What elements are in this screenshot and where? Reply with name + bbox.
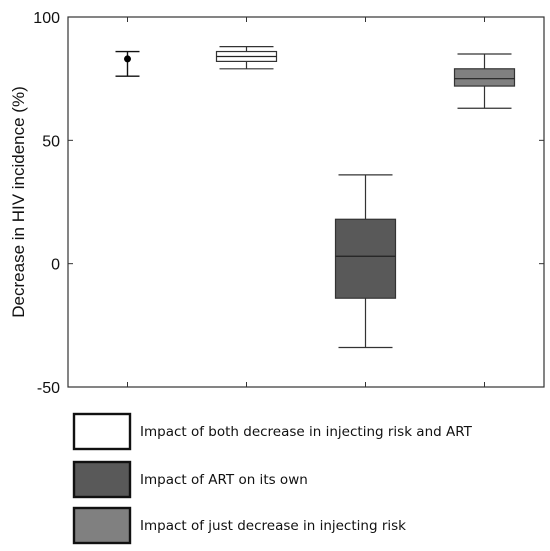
- errorbar-point: [124, 55, 131, 63]
- legend-swatch: [72, 460, 132, 499]
- legend-label: Impact of just decrease in injecting ris…: [140, 518, 406, 534]
- box-iqr: [453, 68, 516, 87]
- y-tick-label: -50: [37, 380, 60, 397]
- x-axis: [127, 17, 485, 387]
- series-3: [334, 174, 397, 349]
- series-1: [115, 50, 140, 77]
- legend-swatch: [72, 412, 132, 451]
- y-tick-label: 50: [42, 133, 60, 150]
- legend-label: Impact of ART on its own: [140, 472, 308, 488]
- y-axis-label: Decrease in HIV incidence (%): [9, 86, 28, 317]
- legend-entry-3: Impact of just decrease in injecting ris…: [72, 506, 406, 545]
- plot-frame: [67, 16, 545, 388]
- legend-entry-2: Impact of ART on its own: [72, 460, 308, 499]
- legend: Impact of both decrease in injecting ris…: [72, 412, 473, 545]
- plot-marks: [115, 45, 516, 349]
- legend-entry-1: Impact of both decrease in injecting ris…: [72, 412, 473, 451]
- y-tick-label: 100: [33, 10, 60, 27]
- series-2: [215, 45, 278, 70]
- series-4: [453, 53, 516, 109]
- legend-label: Impact of both decrease in injecting ris…: [140, 424, 473, 440]
- y-axis: -50 0 50 100: [33, 10, 544, 397]
- legend-swatch: [72, 506, 132, 545]
- y-tick-label: 0: [51, 257, 60, 274]
- box-iqr: [334, 218, 397, 299]
